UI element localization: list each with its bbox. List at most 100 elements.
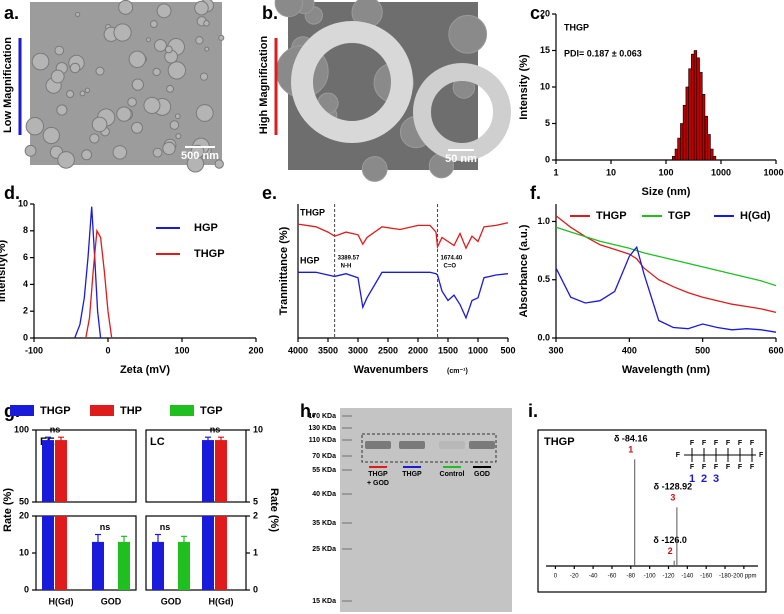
bar — [707, 134, 711, 161]
panel-frame — [145, 429, 247, 503]
series-line — [298, 271, 509, 320]
particle — [50, 69, 65, 84]
x-tick-label: 0 — [554, 574, 558, 580]
lane-label: Control — [440, 471, 465, 478]
particle — [190, 144, 205, 159]
particle — [57, 151, 75, 169]
chart-title: THGP — [544, 436, 575, 448]
legend-label: H(Gd) — [740, 210, 771, 222]
particle — [118, 0, 134, 15]
series-line — [74, 206, 102, 339]
y-tick-label: 100 — [14, 424, 29, 434]
particle — [175, 133, 182, 140]
panel-frame — [35, 429, 137, 503]
marker-label: 40 KDa — [312, 491, 336, 498]
particle — [194, 0, 209, 16]
peak-number: 1 — [628, 445, 633, 455]
marker-label: 70 KDa — [312, 453, 336, 460]
bar — [685, 86, 689, 161]
x-tick-label: 400 — [622, 345, 637, 355]
y-tick-label: 1.0 — [537, 216, 550, 226]
x-tick-label: -160 — [700, 574, 713, 580]
series-line — [555, 226, 777, 287]
bar — [42, 440, 54, 502]
x-tick-label: 0 — [105, 345, 110, 355]
series-line — [85, 228, 113, 339]
marker-label: 35 KDa — [312, 520, 336, 527]
legend-swatch — [170, 405, 194, 416]
y-tick-label: 0.5 — [537, 274, 550, 284]
particle — [89, 133, 100, 144]
x-tick-label: 3000 — [348, 345, 368, 355]
particle — [54, 45, 65, 56]
peak-number: 3 — [670, 493, 675, 503]
y-axis-label: Tranmittance (%) — [278, 226, 290, 315]
x-tick-label: 100 — [658, 167, 673, 177]
x-tick-label: 1000 — [711, 167, 731, 177]
particle — [24, 144, 37, 157]
x-tick-label: -60 — [608, 574, 617, 580]
x-tick-label: -100 — [25, 345, 43, 355]
particle — [152, 147, 163, 158]
bar — [693, 50, 698, 161]
panel-label: c. — [530, 3, 545, 23]
reference-label: 3389.57 — [338, 256, 360, 262]
lane-label: GOD — [474, 471, 490, 478]
x-tick-label: 1000 — [468, 345, 488, 355]
reference-group: C=O — [444, 264, 457, 270]
x-tick-label: 100 — [174, 345, 189, 355]
side-label: Low Magnification — [2, 37, 14, 133]
bar — [712, 156, 717, 161]
marker-label: 25 KDa — [312, 546, 336, 553]
lane-label: + GOD — [367, 480, 389, 487]
y-tick-label: 0 — [23, 332, 28, 342]
x-tick-label: 500 — [500, 345, 515, 355]
particle — [127, 97, 137, 107]
x-tick-label: -20 — [570, 574, 579, 580]
atom: F — [676, 452, 681, 459]
bar — [699, 72, 703, 161]
y-tick-label: 20 — [19, 510, 29, 520]
particle — [152, 67, 161, 77]
scale-bar-label: 500 nm — [181, 150, 219, 162]
chart-title: THGP — [564, 22, 589, 32]
atom: F — [690, 440, 695, 447]
particle — [195, 104, 214, 122]
legend-label: THGP — [40, 405, 71, 417]
x-tick-label: 500 — [695, 345, 710, 355]
x-tick-label: 10 — [606, 167, 616, 177]
atom: F — [750, 440, 755, 447]
x-tick-label: -140 — [681, 574, 694, 580]
x-tick-label: -200 ppm — [731, 574, 756, 580]
y-tick-label: 4 — [23, 279, 28, 289]
x-tick-label: -100 — [644, 574, 657, 580]
y-tick-label: 10 — [253, 424, 263, 434]
bar — [701, 94, 706, 161]
y-axis-label: Rate (%) — [2, 488, 14, 532]
vesicle — [413, 63, 511, 161]
x-tick-label: -80 — [626, 574, 635, 580]
particle — [149, 20, 158, 28]
bar — [215, 440, 227, 502]
legend-swatch — [90, 405, 114, 416]
band — [439, 441, 465, 449]
particle — [75, 11, 81, 17]
y-tick-label: 10 — [19, 547, 29, 557]
particle — [145, 37, 151, 43]
vesicle — [291, 21, 413, 143]
atom: F — [702, 464, 707, 471]
x-tick-label: -40 — [589, 574, 598, 580]
y-tick-label: 0 — [24, 584, 29, 594]
legend-label: TGP — [668, 210, 691, 222]
panel-label: b. — [262, 3, 278, 23]
y-axis-label: Intensity(%) — [0, 239, 8, 302]
bar — [710, 148, 714, 161]
x-tick-label: 1 — [553, 167, 558, 177]
y-tick-label: 15 — [540, 45, 550, 55]
panel-label: a. — [4, 3, 19, 23]
significance: ns — [50, 425, 61, 435]
x-axis-label: Size (nm) — [642, 186, 691, 198]
atom: F — [750, 464, 755, 471]
bar — [42, 516, 54, 590]
bar — [688, 68, 692, 161]
